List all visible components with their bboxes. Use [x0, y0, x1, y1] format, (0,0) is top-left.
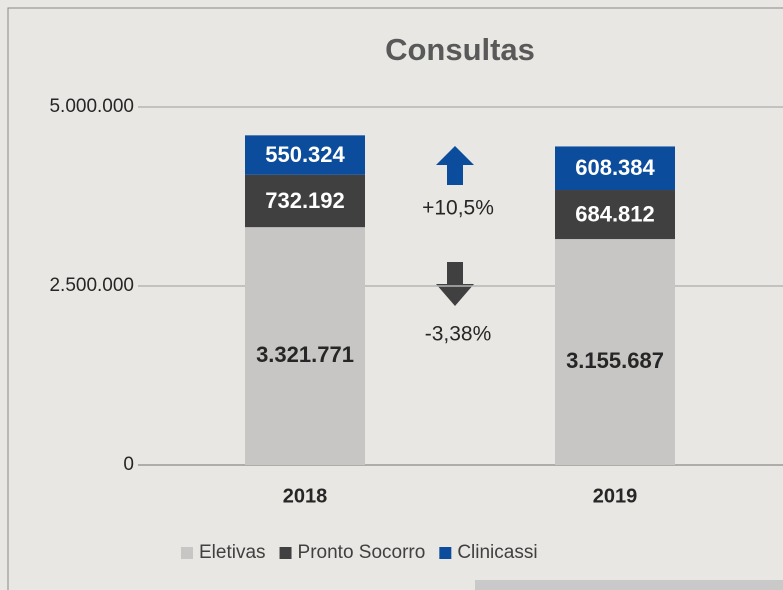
y-tick-label: 5.000.000 — [49, 96, 134, 117]
legend-label: Pronto Socorro — [298, 542, 426, 563]
bar-segment — [555, 190, 675, 240]
y-tick-label: 0 — [123, 454, 134, 475]
data-label: 732.192 — [265, 188, 345, 213]
data-label: 3.155.687 — [566, 348, 664, 373]
legend-label: Eletivas — [199, 542, 266, 563]
legend-swatch — [439, 547, 452, 559]
footer-strip — [475, 580, 783, 590]
data-label: 684.812 — [575, 201, 655, 226]
legend-label: Clinicassi — [457, 542, 537, 563]
data-label: 550.324 — [265, 142, 345, 167]
bar-segment — [245, 135, 365, 175]
bar-segment — [245, 227, 365, 465]
frame — [7, 7, 783, 590]
legend-swatch — [279, 547, 292, 559]
bar-segment — [555, 146, 675, 191]
x-tick-label: 2018 — [283, 485, 328, 507]
data-label: 3.321.771 — [256, 342, 354, 367]
data-label: 608.384 — [575, 155, 655, 180]
y-tick-label: 2.500.000 — [49, 275, 134, 296]
bar-segment — [245, 174, 365, 228]
annotation: +10,5% — [422, 197, 494, 220]
up-arrow — [436, 146, 474, 185]
down-arrow — [436, 262, 474, 306]
chart-title: Consultas — [385, 32, 535, 67]
legend-swatch — [181, 547, 193, 559]
annotation: -3,38% — [425, 323, 492, 346]
bar-segment — [555, 239, 675, 465]
x-tick-label: 2019 — [593, 485, 638, 507]
